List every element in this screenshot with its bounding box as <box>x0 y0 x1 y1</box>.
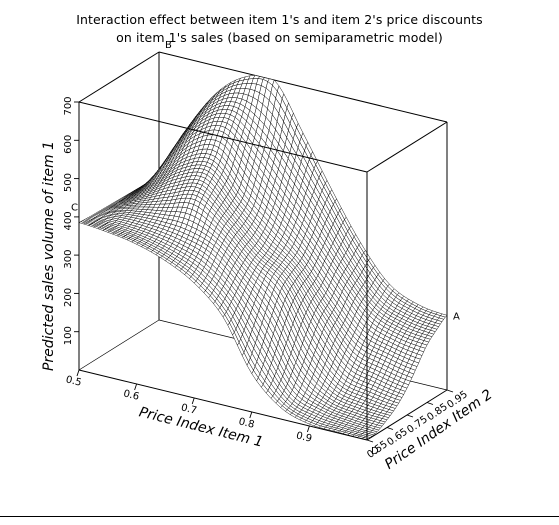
z-tick-label: 100 <box>63 326 74 345</box>
box-edge-top-left <box>78 51 160 103</box>
box-edge-top-right <box>366 121 448 173</box>
x-tick-mark <box>134 383 138 391</box>
surface-mesh <box>78 75 448 441</box>
x-tick-mark <box>306 425 310 433</box>
x-tick-label: 0.5 <box>65 374 83 389</box>
z-axis-label: Predicted sales volume of item 1 <box>41 141 57 371</box>
x-tick-label: 0.9 <box>295 430 313 445</box>
bottom-rule <box>0 516 559 517</box>
y-tick-mark <box>386 427 394 430</box>
box-edge-floor-left <box>78 319 160 371</box>
box-edge-top-back <box>158 51 448 123</box>
chart-title-line-2: on item 1's sales (based on semiparametr… <box>116 30 443 45</box>
y-tick-mark <box>366 439 374 443</box>
z-tick-label: 600 <box>63 135 74 154</box>
x-tick-mark <box>249 411 253 419</box>
x-tick-label: 0.8 <box>237 416 255 431</box>
z-tick-label: 500 <box>63 173 74 192</box>
y-tick-mark <box>426 402 434 405</box>
box-edge-floor-front <box>78 369 368 441</box>
x-tick-mark <box>191 397 195 405</box>
z-tick-label: 200 <box>63 288 74 307</box>
chart-title-line-1: Interaction effect between item 1's and … <box>76 12 483 27</box>
x-tick-label: 0.7 <box>180 402 198 417</box>
corner-label-d: D <box>371 446 379 457</box>
corner-label-a: A <box>453 311 460 322</box>
x-tick-label: 0.6 <box>122 388 140 403</box>
box-edge-top-left-front <box>78 101 368 173</box>
corner-label-b: B <box>165 40 172 51</box>
corner-label-c: C <box>71 203 78 214</box>
x-tick-mark <box>76 369 80 377</box>
y-tick-mark <box>446 389 454 393</box>
z-tick-label: 300 <box>63 250 74 269</box>
y-tick-mark <box>406 414 414 418</box>
z-tick-label: 700 <box>63 96 74 115</box>
z-tick-label: 400 <box>63 211 74 230</box>
